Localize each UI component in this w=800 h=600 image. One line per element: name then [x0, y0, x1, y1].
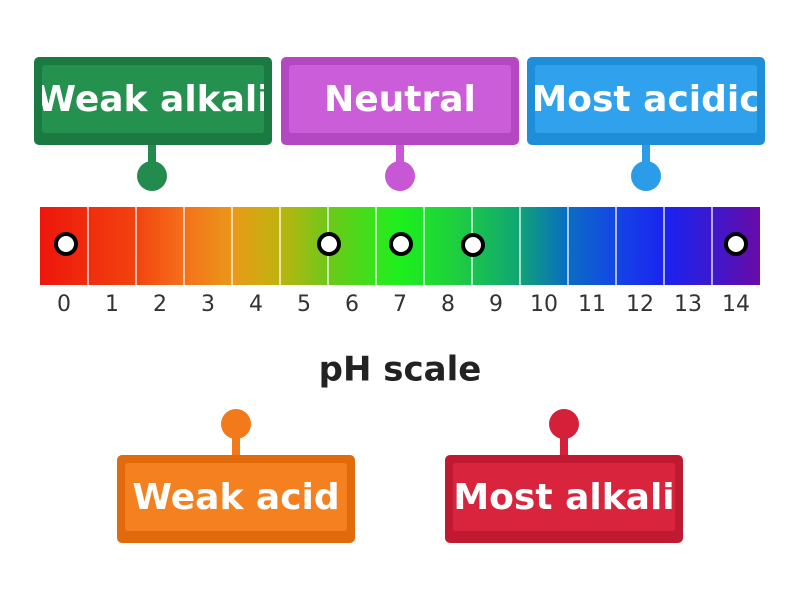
pin [221, 409, 251, 439]
scale-number: 12 [626, 292, 654, 317]
pin [385, 161, 415, 191]
scale-number: 3 [201, 292, 215, 317]
drop-target[interactable] [54, 232, 78, 256]
scale-number: 11 [578, 292, 606, 317]
pin [631, 161, 661, 191]
scale-number: 4 [249, 292, 263, 317]
drop-target[interactable] [461, 233, 485, 257]
pin-stem [148, 145, 156, 175]
label-text: Neutral [289, 65, 511, 133]
pin [549, 409, 579, 439]
pin [137, 161, 167, 191]
scale-number: 10 [530, 292, 558, 317]
dividers [87, 207, 713, 285]
scale-number: 0 [57, 292, 71, 317]
scale-number: 13 [674, 292, 702, 317]
scale-number: 2 [153, 292, 167, 317]
pin-stem [560, 425, 568, 457]
scale-number: 9 [489, 292, 503, 317]
drop-targets [54, 232, 748, 257]
scale-numbers: 0 1 2 3 4 5 6 7 8 9 10 11 12 13 14 [57, 292, 750, 317]
pin-stem [396, 145, 404, 175]
label-text: Weak alkali [42, 65, 264, 133]
label-card[interactable]: Weak alkali [34, 57, 272, 145]
diagram-title: pH scale [319, 350, 482, 390]
scale-number: 6 [345, 292, 359, 317]
drop-target[interactable] [389, 232, 413, 256]
label-text: Most acidic [535, 65, 757, 133]
label-card[interactable]: Weak acid [117, 455, 355, 543]
pin-stem [232, 425, 240, 457]
label-card[interactable]: Most acidic [527, 57, 765, 145]
label-card[interactable]: Most alkali [445, 455, 683, 543]
scale-number: 14 [722, 292, 750, 317]
scale-number: 1 [105, 292, 119, 317]
scale-number: 8 [441, 292, 455, 317]
label-text: Weak acid [125, 463, 347, 531]
pin-stem [642, 145, 650, 175]
label-text: Most alkali [453, 463, 675, 531]
pins [137, 145, 661, 457]
label-card[interactable]: Neutral [281, 57, 519, 145]
scale-number: 5 [297, 292, 311, 317]
drop-target[interactable] [724, 232, 748, 256]
scale-number: 7 [393, 292, 407, 317]
drop-target[interactable] [317, 232, 341, 256]
